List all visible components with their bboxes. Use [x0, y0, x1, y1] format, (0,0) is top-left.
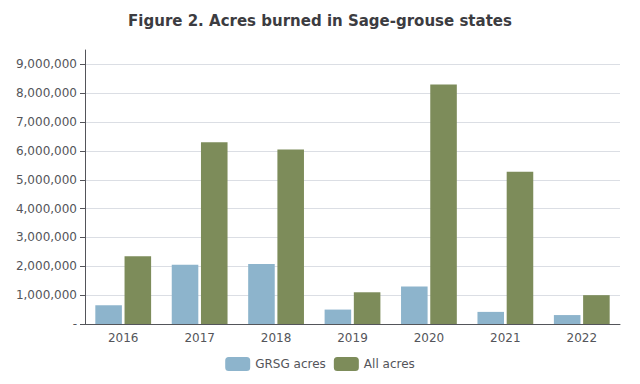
svg-text:Figure 2. Acres burned in Sage: Figure 2. Acres burned in Sage-grouse st…	[128, 12, 512, 30]
svg-text:9,000,000: 9,000,000	[16, 57, 77, 71]
svg-text:2020: 2020	[414, 331, 445, 345]
svg-text:2021: 2021	[490, 331, 521, 345]
svg-text:2016: 2016	[108, 331, 139, 345]
svg-text:All acres: All acres	[364, 357, 415, 371]
svg-text:3,000,000: 3,000,000	[16, 230, 77, 244]
svg-text:6,000,000: 6,000,000	[16, 144, 77, 158]
svg-text:GRSG acres: GRSG acres	[255, 357, 326, 371]
svg-text:1,000,000: 1,000,000	[16, 288, 77, 302]
svg-text:2022: 2022	[567, 331, 598, 345]
svg-text:2019: 2019	[337, 331, 368, 345]
svg-text:5,000,000: 5,000,000	[16, 173, 77, 187]
svg-text:-: -	[73, 317, 77, 331]
svg-text:2,000,000: 2,000,000	[16, 259, 77, 273]
svg-text:8,000,000: 8,000,000	[16, 86, 77, 100]
svg-text:4,000,000: 4,000,000	[16, 202, 77, 216]
svg-text:7,000,000: 7,000,000	[16, 115, 77, 129]
svg-text:2018: 2018	[261, 331, 292, 345]
svg-text:2017: 2017	[184, 331, 215, 345]
